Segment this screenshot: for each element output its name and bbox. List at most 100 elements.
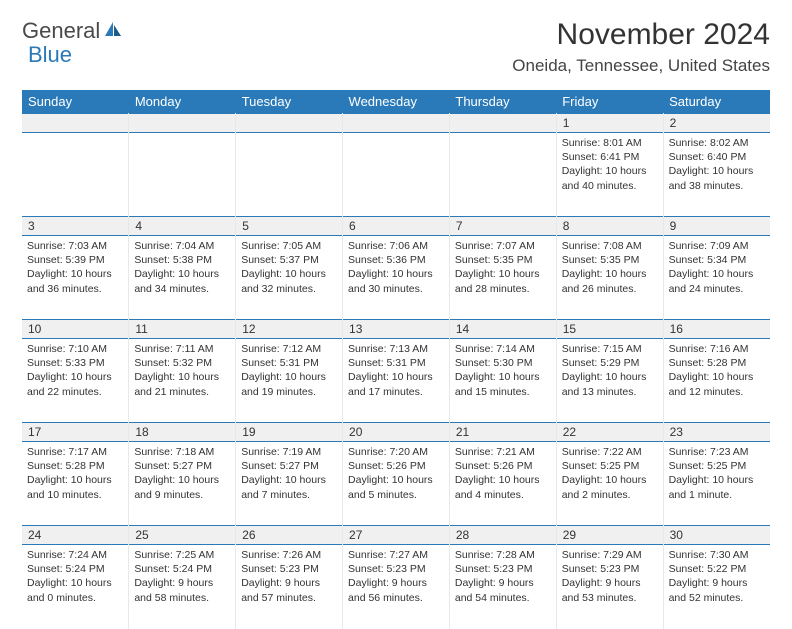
- daylight-text: Daylight: 10 hours and 4 minutes.: [455, 473, 551, 501]
- day-cell: Sunrise: 7:22 AMSunset: 5:25 PMDaylight:…: [556, 442, 663, 526]
- day-number: 28: [449, 526, 556, 545]
- sunset-text: Sunset: 5:30 PM: [455, 356, 551, 370]
- sunset-text: Sunset: 5:31 PM: [348, 356, 444, 370]
- sunrise-text: Sunrise: 7:26 AM: [241, 548, 337, 562]
- daylight-text: Daylight: 10 hours and 26 minutes.: [562, 267, 658, 295]
- day-content: Sunrise: 7:14 AMSunset: 5:30 PMDaylight:…: [450, 339, 556, 403]
- day-content: Sunrise: 8:01 AMSunset: 6:41 PMDaylight:…: [557, 133, 663, 197]
- month-title: November 2024: [512, 18, 770, 52]
- sunset-text: Sunset: 5:35 PM: [562, 253, 658, 267]
- day-number-label: 1: [563, 116, 570, 130]
- header-wednesday: Wednesday: [343, 90, 450, 114]
- day-cell: Sunrise: 7:11 AMSunset: 5:32 PMDaylight:…: [129, 339, 236, 423]
- day-number: 2: [663, 114, 770, 133]
- day-number: 20: [343, 423, 450, 442]
- daynum-row: 3456789: [22, 217, 770, 236]
- sunset-text: Sunset: 5:37 PM: [241, 253, 337, 267]
- day-content: Sunrise: 7:20 AMSunset: 5:26 PMDaylight:…: [343, 442, 449, 506]
- day-content: Sunrise: 8:02 AMSunset: 6:40 PMDaylight:…: [664, 133, 770, 197]
- day-cell: Sunrise: 7:18 AMSunset: 5:27 PMDaylight:…: [129, 442, 236, 526]
- day-content: Sunrise: 7:15 AMSunset: 5:29 PMDaylight:…: [557, 339, 663, 403]
- daylight-text: Daylight: 10 hours and 9 minutes.: [134, 473, 230, 501]
- daylight-text: Daylight: 10 hours and 0 minutes.: [27, 576, 123, 604]
- sunset-text: Sunset: 5:25 PM: [669, 459, 765, 473]
- day-number-label: 20: [349, 425, 362, 439]
- sunset-text: Sunset: 5:23 PM: [455, 562, 551, 576]
- header-thursday: Thursday: [449, 90, 556, 114]
- sunset-text: Sunset: 5:24 PM: [27, 562, 123, 576]
- day-cell: Sunrise: 7:07 AMSunset: 5:35 PMDaylight:…: [449, 236, 556, 320]
- day-number-label: 17: [28, 425, 41, 439]
- day-content: Sunrise: 7:24 AMSunset: 5:24 PMDaylight:…: [22, 545, 128, 609]
- sunset-text: Sunset: 5:35 PM: [455, 253, 551, 267]
- day-cell: Sunrise: 7:21 AMSunset: 5:26 PMDaylight:…: [449, 442, 556, 526]
- daylight-text: Daylight: 10 hours and 13 minutes.: [562, 370, 658, 398]
- day-number: 9: [663, 217, 770, 236]
- sunrise-text: Sunrise: 7:11 AM: [134, 342, 230, 356]
- day-content: Sunrise: 7:27 AMSunset: 5:23 PMDaylight:…: [343, 545, 449, 609]
- sunset-text: Sunset: 5:31 PM: [241, 356, 337, 370]
- day-number: 16: [663, 320, 770, 339]
- sunrise-text: Sunrise: 7:20 AM: [348, 445, 444, 459]
- day-number: 23: [663, 423, 770, 442]
- day-cell: Sunrise: 7:15 AMSunset: 5:29 PMDaylight:…: [556, 339, 663, 423]
- daylight-text: Daylight: 10 hours and 5 minutes.: [348, 473, 444, 501]
- day-number: 29: [556, 526, 663, 545]
- day-number-label: 5: [242, 219, 249, 233]
- day-number: 1: [556, 114, 663, 133]
- day-cell: Sunrise: 7:28 AMSunset: 5:23 PMDaylight:…: [449, 545, 556, 629]
- week-row: Sunrise: 8:01 AMSunset: 6:41 PMDaylight:…: [22, 133, 770, 217]
- day-number-label: 14: [456, 322, 469, 336]
- sunset-text: Sunset: 5:26 PM: [455, 459, 551, 473]
- day-cell: Sunrise: 7:26 AMSunset: 5:23 PMDaylight:…: [236, 545, 343, 629]
- day-content: Sunrise: 7:13 AMSunset: 5:31 PMDaylight:…: [343, 339, 449, 403]
- day-number: 14: [449, 320, 556, 339]
- sunset-text: Sunset: 5:27 PM: [241, 459, 337, 473]
- day-number: 6: [343, 217, 450, 236]
- daylight-text: Daylight: 10 hours and 36 minutes.: [27, 267, 123, 295]
- sunrise-text: Sunrise: 7:04 AM: [134, 239, 230, 253]
- daylight-text: Daylight: 10 hours and 19 minutes.: [241, 370, 337, 398]
- day-cell: Sunrise: 7:20 AMSunset: 5:26 PMDaylight:…: [343, 442, 450, 526]
- day-cell: [343, 133, 450, 217]
- brand-logo: General: [22, 18, 123, 44]
- day-number: 7: [449, 217, 556, 236]
- day-content: Sunrise: 7:06 AMSunset: 5:36 PMDaylight:…: [343, 236, 449, 300]
- sunrise-text: Sunrise: 7:28 AM: [455, 548, 551, 562]
- day-number-label: 21: [456, 425, 469, 439]
- day-number: 19: [236, 423, 343, 442]
- day-content: Sunrise: 7:30 AMSunset: 5:22 PMDaylight:…: [664, 545, 770, 609]
- day-number-label: 4: [135, 219, 142, 233]
- daylight-text: Daylight: 10 hours and 38 minutes.: [669, 164, 765, 192]
- day-number-label: 30: [670, 528, 683, 542]
- daylight-text: Daylight: 9 hours and 56 minutes.: [348, 576, 444, 604]
- day-number-label: 13: [349, 322, 362, 336]
- day-number-label: 6: [349, 219, 356, 233]
- day-number-label: 8: [563, 219, 570, 233]
- daylight-text: Daylight: 10 hours and 10 minutes.: [27, 473, 123, 501]
- day-number: 18: [129, 423, 236, 442]
- sunrise-text: Sunrise: 7:27 AM: [348, 548, 444, 562]
- daylight-text: Daylight: 9 hours and 58 minutes.: [134, 576, 230, 604]
- day-cell: Sunrise: 7:13 AMSunset: 5:31 PMDaylight:…: [343, 339, 450, 423]
- title-block: November 2024 Oneida, Tennessee, United …: [512, 18, 770, 76]
- day-content: Sunrise: 7:10 AMSunset: 5:33 PMDaylight:…: [22, 339, 128, 403]
- sunset-text: Sunset: 6:40 PM: [669, 150, 765, 164]
- daylight-text: Daylight: 10 hours and 21 minutes.: [134, 370, 230, 398]
- day-cell: Sunrise: 7:16 AMSunset: 5:28 PMDaylight:…: [663, 339, 770, 423]
- day-number: [236, 114, 343, 133]
- day-number-label: 25: [135, 528, 148, 542]
- day-cell: Sunrise: 7:12 AMSunset: 5:31 PMDaylight:…: [236, 339, 343, 423]
- daynum-row: 12: [22, 114, 770, 133]
- day-number-label: 15: [563, 322, 576, 336]
- day-number-label: 9: [670, 219, 677, 233]
- day-cell: [449, 133, 556, 217]
- day-number-label: 12: [242, 322, 255, 336]
- sunrise-text: Sunrise: 7:14 AM: [455, 342, 551, 356]
- day-number-label: 23: [670, 425, 683, 439]
- day-number: 26: [236, 526, 343, 545]
- day-number: 10: [22, 320, 129, 339]
- day-cell: Sunrise: 7:06 AMSunset: 5:36 PMDaylight:…: [343, 236, 450, 320]
- day-content: Sunrise: 7:11 AMSunset: 5:32 PMDaylight:…: [129, 339, 235, 403]
- day-content: Sunrise: 7:18 AMSunset: 5:27 PMDaylight:…: [129, 442, 235, 506]
